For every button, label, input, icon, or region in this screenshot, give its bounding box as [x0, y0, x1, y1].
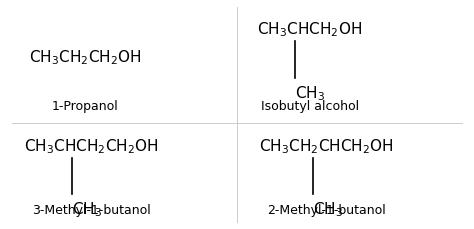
Text: 1-Propanol: 1-Propanol: [51, 100, 118, 113]
Text: $\mathregular{CH_3CH_2CHCH_2OH}$: $\mathregular{CH_3CH_2CHCH_2OH}$: [259, 137, 393, 156]
Text: 2-Methyl-1-butanol: 2-Methyl-1-butanol: [267, 204, 385, 217]
Text: $\mathregular{CH_3}$: $\mathregular{CH_3}$: [295, 84, 325, 103]
Text: $\mathregular{CH_3CHCH_2CH_2OH}$: $\mathregular{CH_3CHCH_2CH_2OH}$: [25, 137, 159, 156]
Text: $\mathregular{CH_3CHCH_2OH}$: $\mathregular{CH_3CHCH_2OH}$: [257, 20, 362, 39]
Text: $\mathregular{CH_3}$: $\mathregular{CH_3}$: [313, 201, 344, 219]
Text: 3-Methyl-1-butanol: 3-Methyl-1-butanol: [32, 204, 151, 217]
Text: Isobutyl alcohol: Isobutyl alcohol: [261, 100, 359, 113]
Text: $\mathregular{CH_3}$: $\mathregular{CH_3}$: [72, 201, 102, 219]
Text: $\mathregular{CH_3CH_2CH_2OH}$: $\mathregular{CH_3CH_2CH_2OH}$: [28, 48, 141, 67]
